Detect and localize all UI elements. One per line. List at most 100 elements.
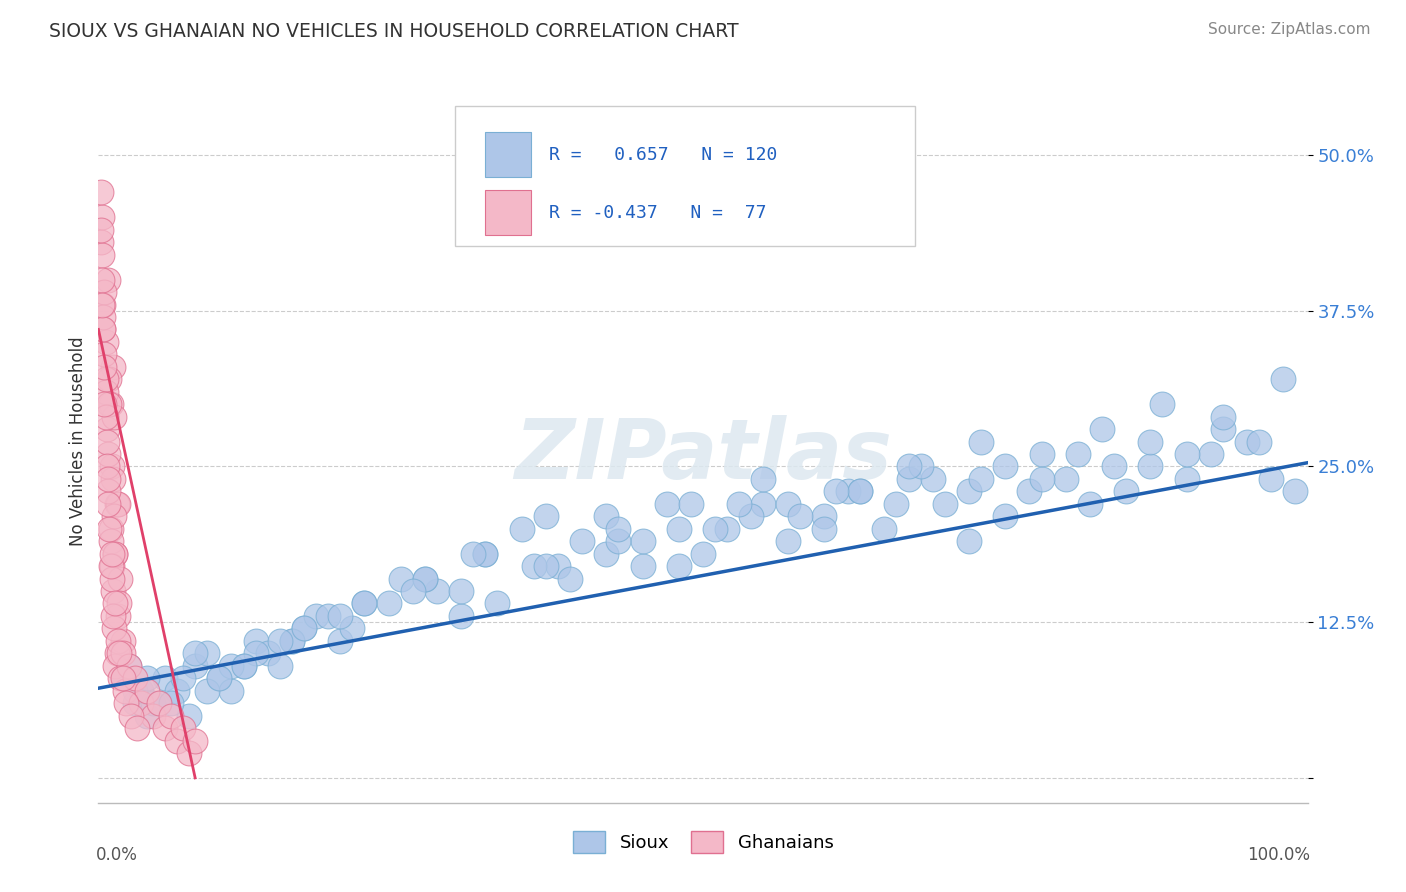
- Point: [994, 459, 1017, 474]
- Text: R =   0.657   N = 120: R = 0.657 N = 120: [550, 145, 778, 164]
- Point: [195, 683, 218, 698]
- Point: [776, 497, 799, 511]
- Point: [91, 272, 114, 286]
- Point: [127, 721, 149, 735]
- Point: [195, 646, 218, 660]
- Point: [91, 297, 114, 311]
- Point: [114, 683, 136, 698]
- Point: [292, 621, 315, 635]
- Point: [111, 646, 134, 660]
- Point: [208, 671, 231, 685]
- Point: [160, 708, 183, 723]
- Point: [1067, 447, 1090, 461]
- Point: [728, 497, 751, 511]
- Point: [886, 497, 908, 511]
- Point: [105, 646, 128, 660]
- Point: [166, 733, 188, 747]
- Text: 100.0%: 100.0%: [1247, 847, 1310, 864]
- Point: [93, 397, 115, 411]
- Point: [91, 322, 114, 336]
- Point: [873, 522, 896, 536]
- Point: [595, 509, 617, 524]
- Point: [389, 572, 412, 586]
- Point: [1031, 447, 1053, 461]
- Point: [571, 534, 593, 549]
- Point: [208, 671, 231, 685]
- Point: [184, 733, 207, 747]
- Point: [1212, 409, 1234, 424]
- Point: [329, 609, 352, 624]
- Point: [377, 597, 399, 611]
- Point: [153, 721, 176, 735]
- Point: [897, 472, 920, 486]
- Point: [148, 696, 170, 710]
- Point: [153, 671, 176, 685]
- Point: [655, 497, 678, 511]
- Point: [547, 559, 569, 574]
- Point: [93, 347, 115, 361]
- Point: [256, 646, 278, 660]
- Point: [104, 547, 127, 561]
- Text: ZIPatlas: ZIPatlas: [515, 416, 891, 497]
- Point: [111, 633, 134, 648]
- Point: [1284, 484, 1306, 499]
- Point: [105, 497, 128, 511]
- Point: [245, 633, 267, 648]
- Point: [120, 708, 142, 723]
- Point: [100, 459, 122, 474]
- Point: [118, 658, 141, 673]
- Point: [837, 484, 859, 499]
- Point: [129, 683, 152, 698]
- Point: [305, 609, 328, 624]
- Point: [142, 696, 165, 710]
- Point: [91, 310, 114, 324]
- Point: [631, 534, 654, 549]
- Point: [342, 621, 364, 635]
- Point: [108, 597, 131, 611]
- Point: [108, 572, 131, 586]
- Point: [413, 572, 436, 586]
- Point: [94, 372, 117, 386]
- Point: [104, 658, 127, 673]
- Point: [1175, 447, 1198, 461]
- Point: [232, 658, 254, 673]
- Point: [91, 248, 114, 262]
- Point: [94, 384, 117, 399]
- Point: [98, 522, 121, 536]
- Point: [100, 534, 122, 549]
- Point: [103, 509, 125, 524]
- Point: [107, 609, 129, 624]
- Point: [184, 646, 207, 660]
- Point: [96, 434, 118, 449]
- Point: [957, 534, 980, 549]
- Point: [329, 633, 352, 648]
- Point: [1091, 422, 1114, 436]
- Point: [90, 223, 112, 237]
- Point: [135, 671, 157, 685]
- Point: [353, 597, 375, 611]
- Text: SIOUX VS GHANAIAN NO VEHICLES IN HOUSEHOLD CORRELATION CHART: SIOUX VS GHANAIAN NO VEHICLES IN HOUSEHO…: [49, 22, 738, 41]
- Point: [91, 211, 114, 225]
- Point: [716, 522, 738, 536]
- Point: [221, 683, 243, 698]
- Point: [97, 472, 120, 486]
- Text: R = -0.437   N =  77: R = -0.437 N = 77: [550, 203, 766, 221]
- Point: [100, 522, 122, 536]
- Point: [1115, 484, 1137, 499]
- Point: [108, 671, 131, 685]
- Point: [179, 746, 201, 760]
- Point: [97, 497, 120, 511]
- Point: [776, 534, 799, 549]
- Point: [103, 409, 125, 424]
- Point: [107, 497, 129, 511]
- Point: [96, 459, 118, 474]
- Point: [849, 484, 872, 499]
- Point: [1018, 484, 1040, 499]
- Point: [1139, 459, 1161, 474]
- Point: [450, 584, 472, 599]
- Point: [281, 633, 304, 648]
- Point: [100, 572, 122, 586]
- Point: [100, 397, 122, 411]
- Point: [402, 584, 425, 599]
- Point: [108, 646, 131, 660]
